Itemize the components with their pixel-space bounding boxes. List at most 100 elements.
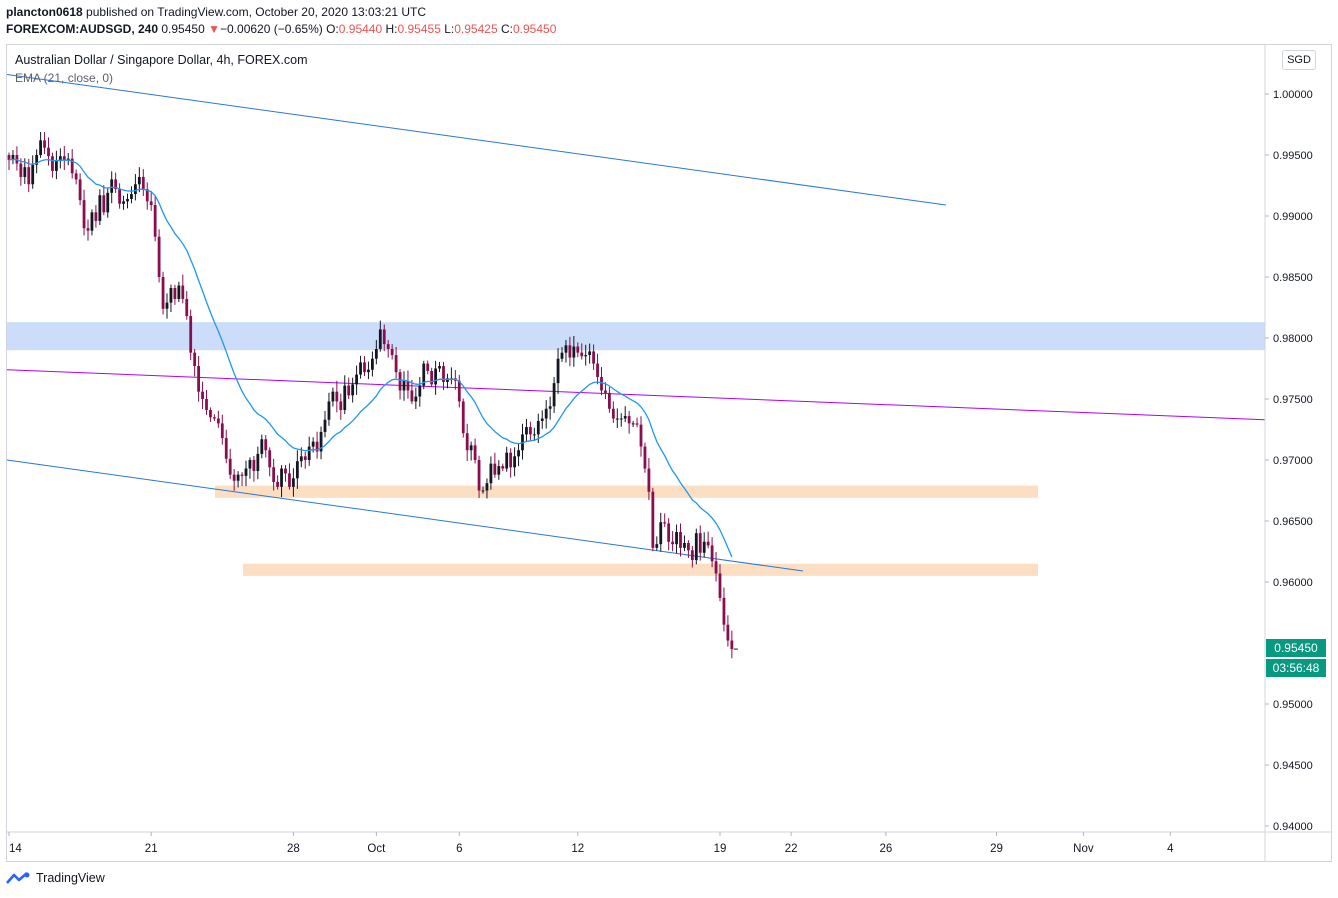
candle	[690, 545, 694, 568]
candle-body	[110, 179, 114, 193]
candle	[86, 219, 90, 241]
candle	[651, 487, 655, 552]
indicator-legend[interactable]: EMA (21, close, 0)	[15, 71, 114, 85]
candle-body	[675, 531, 678, 545]
candle	[78, 173, 82, 206]
candle	[382, 324, 386, 352]
tradingview-logo-icon	[6, 872, 30, 884]
candle-body	[268, 450, 272, 468]
candle	[406, 370, 410, 399]
candle-body	[363, 362, 366, 373]
midline	[6, 369, 1266, 421]
candle-body	[209, 409, 212, 418]
candle-body	[714, 561, 718, 574]
chart-frame[interactable]	[6, 44, 1332, 862]
ema-line	[8, 158, 733, 558]
candle	[153, 196, 157, 242]
candle-body	[307, 446, 311, 460]
candle-body	[280, 468, 283, 487]
candle-body	[244, 468, 248, 476]
candle-body	[216, 418, 220, 424]
candle-body	[422, 363, 426, 386]
candle	[426, 360, 430, 375]
candle-body	[473, 445, 477, 460]
tradingview-logo[interactable]: TradingView	[6, 871, 105, 885]
publish-text: published on TradingView.com, October 20…	[86, 5, 427, 19]
candle	[477, 455, 481, 499]
candle	[189, 309, 193, 361]
candle	[450, 367, 453, 385]
candle	[481, 486, 485, 494]
candle-body	[457, 380, 461, 402]
candle-body	[173, 287, 177, 299]
candle-body	[694, 533, 698, 561]
currency-badge[interactable]: SGD	[1282, 50, 1316, 70]
candle-body	[647, 468, 651, 492]
candle-body	[31, 164, 35, 185]
candle-body	[351, 384, 355, 396]
candle-body	[469, 445, 473, 451]
candle-body	[47, 147, 50, 157]
candle-body	[39, 140, 42, 155]
candle	[473, 438, 477, 464]
candle-body	[394, 355, 398, 373]
candle	[185, 291, 189, 320]
candle	[228, 448, 232, 480]
candle	[106, 187, 110, 218]
candle	[517, 444, 520, 467]
candle	[556, 348, 560, 394]
candle	[35, 149, 39, 174]
candle	[390, 344, 394, 360]
candle	[438, 361, 441, 373]
candle-body	[639, 424, 643, 447]
candle-body	[374, 348, 378, 359]
candle	[39, 131, 42, 158]
candle-body	[74, 173, 78, 180]
x-tick-label: 28	[287, 843, 300, 855]
candle-body	[272, 467, 276, 482]
close-value: 0.95450	[512, 22, 557, 36]
candle	[619, 413, 623, 427]
candle-body	[213, 417, 216, 419]
candle-body	[252, 460, 256, 471]
candle	[122, 195, 125, 210]
candle	[663, 513, 667, 527]
candle	[398, 369, 402, 400]
candle	[130, 186, 133, 204]
low-value: 0.95425	[454, 22, 498, 36]
x-tick-label: 12	[571, 843, 584, 855]
candle-body	[299, 456, 303, 462]
candle-body	[390, 348, 394, 356]
candle	[659, 512, 663, 552]
candle-body	[27, 167, 31, 185]
candle-body	[556, 358, 560, 384]
y-tick-label: 0.94500	[1273, 760, 1313, 772]
candle	[655, 536, 659, 551]
candle-body	[434, 368, 437, 385]
candle	[58, 148, 62, 169]
candle	[295, 450, 299, 489]
candle	[418, 376, 422, 407]
candle	[169, 284, 173, 313]
candle-body	[722, 597, 726, 625]
candle-body	[509, 452, 513, 468]
candle-body	[43, 140, 46, 148]
candle-body	[564, 345, 568, 353]
candle-body	[485, 483, 489, 491]
y-tick-label: 0.94000	[1273, 821, 1313, 833]
candle-body	[359, 362, 362, 375]
author-name: plancton0618	[6, 5, 83, 19]
candle	[268, 447, 272, 477]
candle-body	[536, 420, 540, 435]
candle-body	[323, 419, 327, 432]
candle-body	[228, 458, 232, 475]
candle	[422, 360, 426, 390]
candle-body	[442, 366, 445, 382]
candle-body	[201, 391, 204, 399]
candle	[193, 349, 197, 377]
candle-body	[446, 378, 449, 382]
last-price: 0.95450	[161, 22, 205, 36]
candle	[608, 387, 611, 413]
candle-body	[102, 195, 106, 213]
